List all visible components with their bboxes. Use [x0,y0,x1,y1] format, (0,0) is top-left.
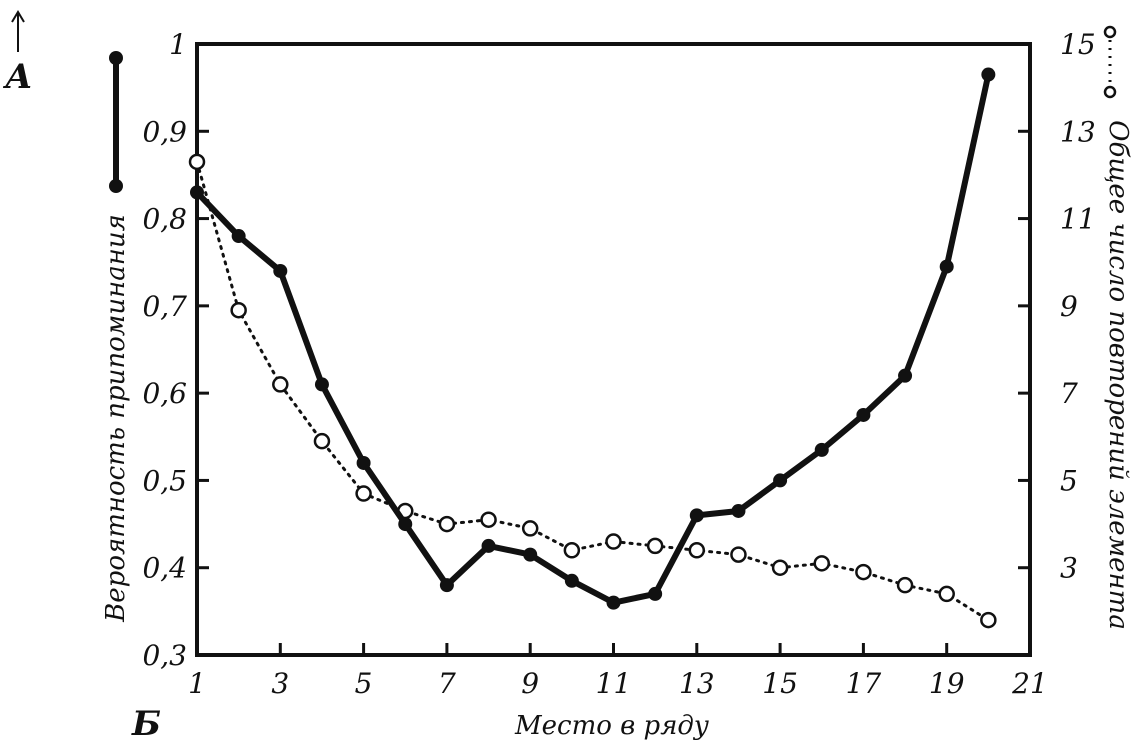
y-right-tick-label: 11 [1060,203,1096,236]
x-tick-label: 5 [355,667,373,700]
y-left-tick-label: 0,7 [142,290,187,323]
dotted-series-point [771,559,789,576]
x-tick-label: 11 [596,667,632,700]
y-right-tick-label: 15 [1060,28,1096,61]
x-tick-label: 15 [762,667,798,700]
dotted-series-point [646,537,664,555]
x-tick-label: 7 [438,667,456,700]
dotted-series-point [855,563,872,581]
solid-series-point [564,573,579,588]
series-recall-probability [190,67,996,610]
dotted-series-point [688,542,706,559]
dotted-series-point [938,585,955,603]
axis-ticks: 1 3 5 7 9 11 13 15 17 19 210,30,40,50,60,70,80,913… [142,28,1095,700]
corner-label-bottom: Б [131,704,161,744]
y-left-tick-label: 0,8 [142,203,187,236]
y-left-tick-label: 0,4 [142,552,187,585]
solid-series-point [731,503,746,518]
solid-series-point [481,538,496,553]
x-tick-label: 1 [188,667,206,700]
solid-series-point [231,229,246,244]
right-legend-key-icon [1103,25,1117,99]
dotted-series-point [272,376,289,393]
solid-series-point [606,595,621,610]
dotted-series-point [980,611,997,629]
solid-series-point [398,517,413,532]
y-right-tick-label: 9 [1060,290,1078,323]
x-tick-label: 21 [1011,667,1048,700]
dotted-series-point [480,511,497,528]
left-legend-key-icon [109,51,123,193]
series-total-repetitions [188,153,997,629]
solid-series-point [981,67,996,82]
dotted-series-point [730,546,747,563]
dotted-series-point [563,542,581,559]
x-tick-label: 17 [846,667,882,700]
dotted-series-line [195,160,990,622]
y-left-axis-title: Вероятность припоминания [101,214,131,623]
up-arrow-head-icon [11,10,25,23]
dotted-series-point [188,153,206,171]
dotted-series-point [438,515,456,533]
solid-series-point [356,455,371,470]
x-axis-title: Место в ряду [514,711,709,741]
y-left-tick-label: 0,5 [142,464,187,497]
dotted-series-point [605,533,622,550]
solid-series-point [439,578,454,593]
y-right-tick-label: 5 [1060,464,1078,497]
y-left-tick-label: 0,6 [142,377,187,410]
solid-series-point [689,508,704,523]
plot-frame [195,42,1032,657]
solid-series-point [648,586,663,601]
x-tick-label: 19 [929,667,965,700]
solid-series-point [773,473,788,488]
dotted-series-point [230,301,247,319]
dotted-series-point [313,432,331,450]
dotted-series-point [813,555,830,572]
solid-series-line [194,73,992,606]
x-tick-label: 9 [521,667,539,700]
y-right-tick-label: 7 [1060,377,1078,410]
y-left-tick-label: 0,9 [142,115,187,148]
y-right-tick-label: 13 [1060,115,1096,148]
solid-series-point [856,407,871,422]
corner-label-top: А [2,57,33,97]
solid-series-point [523,547,538,562]
dotted-series-point [896,576,914,594]
solid-series-point [898,368,913,383]
y-right-axis-title: Общее число повторений элемента [1103,120,1133,630]
dotted-series-point [521,520,539,537]
y-left-tick-label: 1 [169,28,187,61]
x-tick-label: 13 [679,667,715,700]
y-left-tick-label: 0,3 [142,639,187,672]
solid-series-point [273,263,288,278]
x-tick-label: 3 [271,667,289,700]
y-right-tick-label: 3 [1060,552,1078,585]
dotted-series-point [355,485,372,502]
solid-series-point [814,442,829,457]
solid-series-point [939,259,954,274]
solid-series-point [190,185,204,200]
solid-series-point [314,377,329,392]
